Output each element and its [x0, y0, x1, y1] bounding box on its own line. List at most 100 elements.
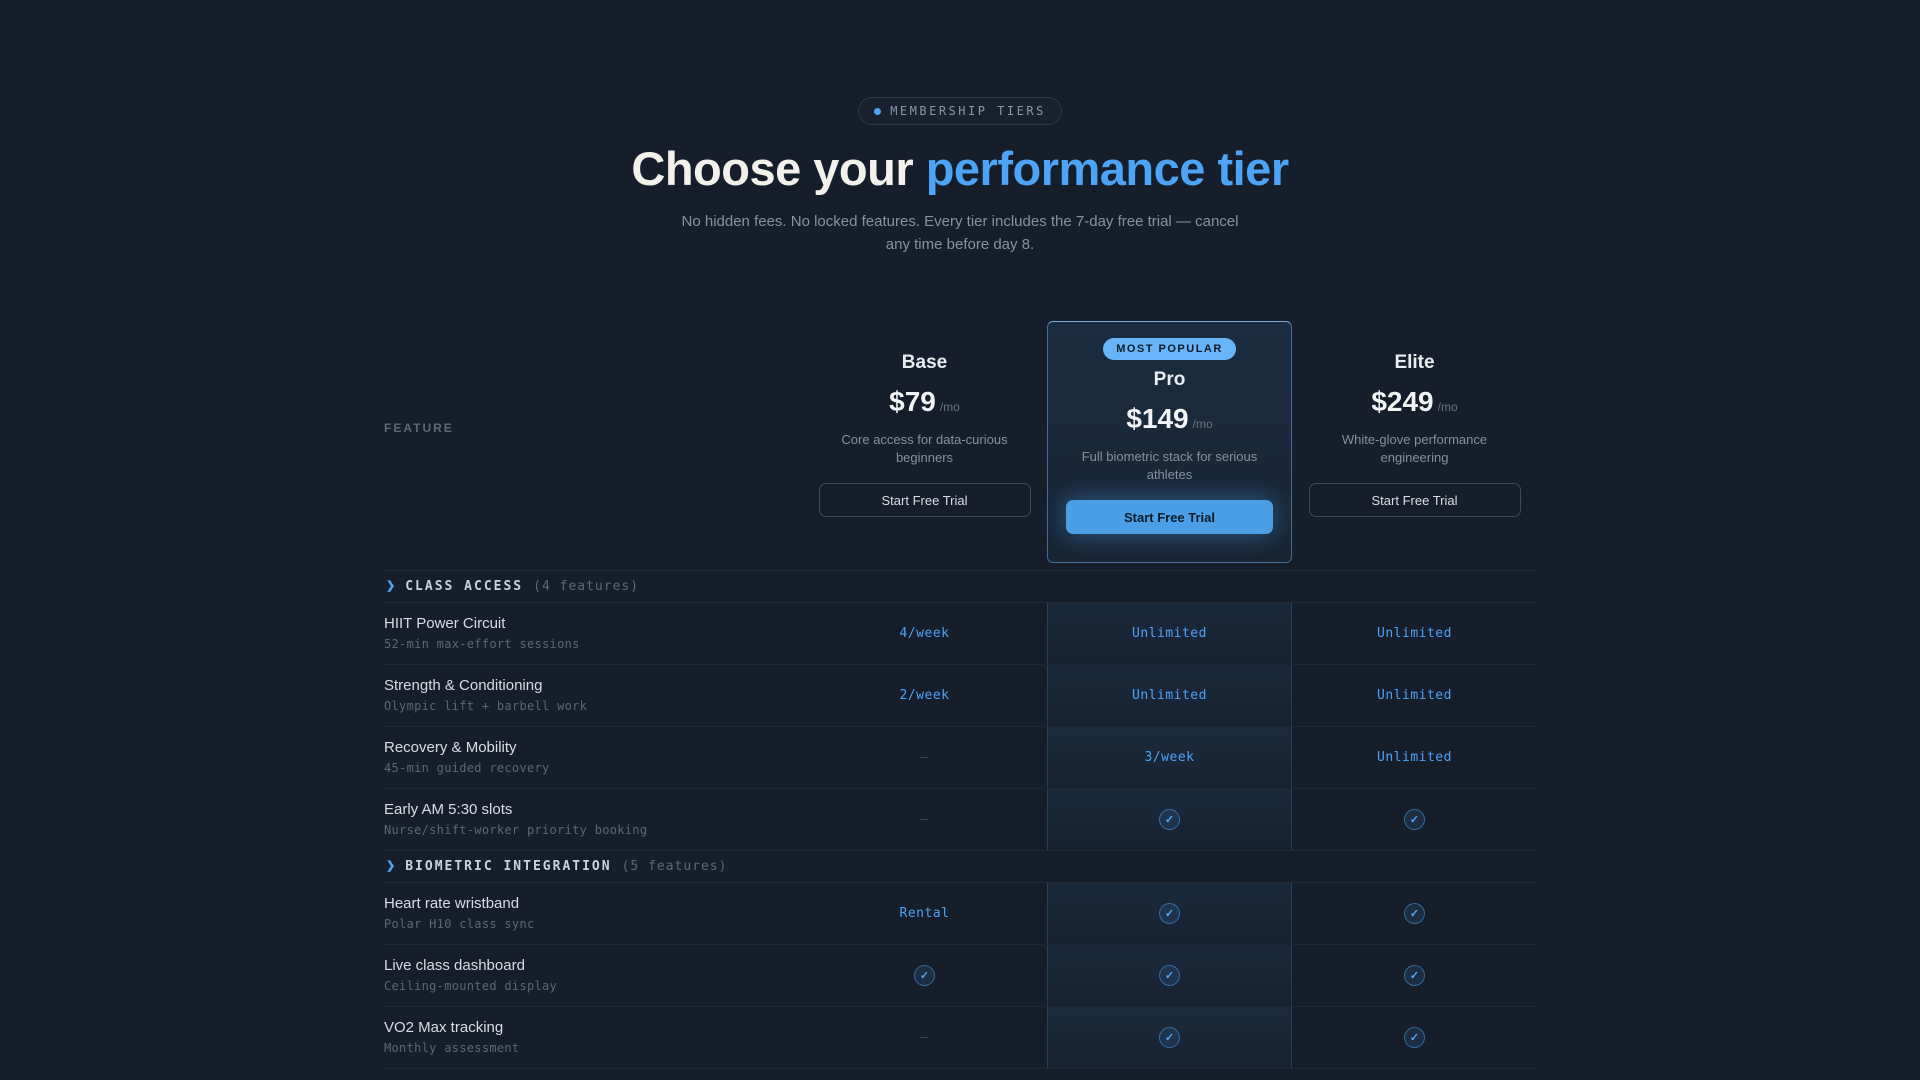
start-free-trial-button-base[interactable]: Start Free Trial	[818, 483, 1031, 518]
membership-tiers-badge: MEMBERSHIP TIERS	[858, 97, 1062, 125]
check-icon: ✓	[1159, 1027, 1180, 1049]
tier-card-elite: Elite $249 /mo White-glove performance e…	[1292, 321, 1537, 564]
feature-column-label: FEATURE	[384, 420, 454, 435]
tier-price: $149	[1126, 402, 1189, 434]
feature-cell: Heart rate wristband Polar H10 class syn…	[384, 883, 802, 944]
tier-value-cell: — ✓	[802, 727, 1047, 788]
tier-value-cell: Unlimited ✓	[1292, 665, 1537, 726]
check-icon: ✓	[1159, 965, 1180, 987]
tier-value: Unlimited	[1132, 688, 1207, 704]
tier-card-pro: MOST POPULAR Pro $149 /mo Full biometric…	[1047, 320, 1292, 564]
tier-value: Unlimited	[1377, 750, 1452, 766]
tier-value-cell: ✓	[802, 945, 1047, 1006]
feature-cell: HIIT Power Circuit 52-min max-effort ses…	[384, 603, 802, 664]
table-row: VO2 Max tracking Monthly assessment — ✓ …	[384, 1007, 1537, 1070]
tier-value: —	[920, 812, 929, 828]
start-free-trial-button-elite[interactable]: Start Free Trial	[1308, 483, 1521, 518]
feature-name: HIIT Power Circuit	[384, 615, 506, 633]
feature-name: Heart rate wristband	[384, 895, 520, 913]
tier-value-cell: Unlimited ✓	[1292, 603, 1537, 664]
table-row: Strength & Conditioning Olympic lift + b…	[384, 665, 1537, 728]
table-body: ❯ CLASS ACCESS (4 features) HIIT Power C…	[384, 571, 1537, 1070]
tier-period: /mo	[1437, 399, 1458, 414]
page-title-plain: Choose your	[631, 142, 914, 195]
tier-value: 4/week	[899, 626, 950, 642]
tier-value-cell: — ✓	[802, 1007, 1047, 1068]
price-line: $79 /mo	[889, 386, 960, 418]
feature-name: Live class dashboard	[384, 957, 525, 975]
tier-value-cell: Unlimited ✓	[1292, 727, 1537, 788]
tier-value: 3/week	[1144, 750, 1195, 766]
check-icon: ✓	[1404, 1027, 1425, 1049]
most-popular-badge: MOST POPULAR	[1103, 337, 1236, 360]
feature-detail: 45-min guided recovery	[384, 761, 550, 776]
tier-value: Unlimited	[1377, 626, 1452, 642]
tier-value: —	[920, 750, 929, 766]
price-line: $149 /mo	[1126, 403, 1212, 435]
chevron-right-icon: ❯	[386, 580, 396, 593]
tier-value-cell: ✓	[1292, 1007, 1537, 1068]
tier-value: Rental	[899, 906, 950, 922]
tier-value-cell: ✓	[1047, 945, 1292, 1007]
badge-label: MEMBERSHIP TIERS	[890, 104, 1046, 118]
dot-icon	[874, 107, 882, 115]
feature-name: Recovery & Mobility	[384, 739, 517, 757]
tier-period: /mo	[939, 399, 960, 414]
tier-description: Full biometric stack for serious athlete…	[1081, 448, 1258, 483]
feature-detail: Olympic lift + barbell work	[384, 699, 588, 714]
check-icon: ✓	[1404, 809, 1425, 831]
tier-period: /mo	[1192, 416, 1213, 431]
price-line: $249 /mo	[1371, 386, 1457, 418]
start-free-trial-button-pro[interactable]: Start Free Trial	[1066, 500, 1273, 535]
table-row: Recovery & Mobility 45-min guided recove…	[384, 727, 1537, 790]
table-row: Live class dashboard Ceiling-mounted dis…	[384, 945, 1537, 1008]
feature-detail: 52-min max-effort sessions	[384, 637, 580, 652]
section-name: CLASS ACCESS	[405, 579, 524, 595]
tier-price: $249	[1371, 385, 1434, 417]
check-icon: ✓	[1159, 903, 1180, 925]
feature-name: Early AM 5:30 slots	[384, 801, 513, 819]
tier-card-base: Base $79 /mo Core access for data-curiou…	[802, 321, 1047, 564]
feature-section-header[interactable]: ❯ CLASS ACCESS (4 features)	[384, 571, 1536, 604]
tier-header-row: FEATURE Base $79 /mo Core access for dat…	[384, 320, 1537, 572]
section-count: (4 features)	[533, 579, 640, 595]
feature-section-header[interactable]: ❯ BIOMETRIC INTEGRATION (5 features)	[384, 851, 1536, 884]
section-count: (5 features)	[621, 859, 728, 875]
tier-description: Core access for data-curious beginners	[841, 431, 1008, 466]
tier-value: 2/week	[899, 688, 950, 704]
tier-name: Base	[901, 351, 948, 373]
tier-value: Unlimited	[1377, 688, 1452, 704]
feature-detail: Ceiling-mounted display	[384, 979, 558, 994]
table-row: HIIT Power Circuit 52-min max-effort ses…	[384, 603, 1537, 666]
tier-value-cell: 4/week ✓	[802, 603, 1047, 664]
pricing-table: FEATURE Base $79 /mo Core access for dat…	[384, 320, 1537, 1070]
tier-value: Unlimited	[1132, 626, 1207, 642]
table-row: Early AM 5:30 slots Nurse/shift-worker p…	[384, 789, 1537, 852]
feature-cell: Early AM 5:30 slots Nurse/shift-worker p…	[384, 789, 802, 850]
feature-name: Strength & Conditioning	[384, 677, 543, 695]
tier-name: Elite	[1394, 351, 1435, 373]
tier-value-cell: ✓	[1292, 883, 1537, 944]
tier-value-cell: Rental ✓	[802, 883, 1047, 944]
check-icon: ✓	[1404, 965, 1425, 987]
section-name: BIOMETRIC INTEGRATION	[405, 859, 612, 875]
feature-cell: Live class dashboard Ceiling-mounted dis…	[384, 945, 802, 1006]
tier-value-cell: 3/week ✓	[1047, 727, 1292, 789]
tier-value-cell: ✓	[1047, 1007, 1292, 1069]
tier-price: $79	[889, 385, 936, 417]
feature-detail: Polar H10 class sync	[384, 917, 535, 932]
tier-value-cell: ✓	[1292, 789, 1537, 850]
tier-value-cell: Unlimited ✓	[1047, 603, 1292, 665]
tier-value-cell: ✓	[1292, 945, 1537, 1006]
page-title: Choose your performance tier	[0, 142, 1920, 196]
tier-name: Pro	[1153, 368, 1186, 390]
tier-value: —	[920, 1030, 929, 1046]
tier-value-cell: — ✓	[802, 789, 1047, 850]
table-row: Heart rate wristband Polar H10 class syn…	[384, 883, 1537, 946]
check-icon: ✓	[1404, 903, 1425, 925]
check-icon: ✓	[1159, 809, 1180, 831]
hero-section: MEMBERSHIP TIERS Choose your performance…	[0, 0, 1920, 257]
chevron-right-icon: ❯	[386, 860, 396, 873]
tier-value-cell: 2/week ✓	[802, 665, 1047, 726]
